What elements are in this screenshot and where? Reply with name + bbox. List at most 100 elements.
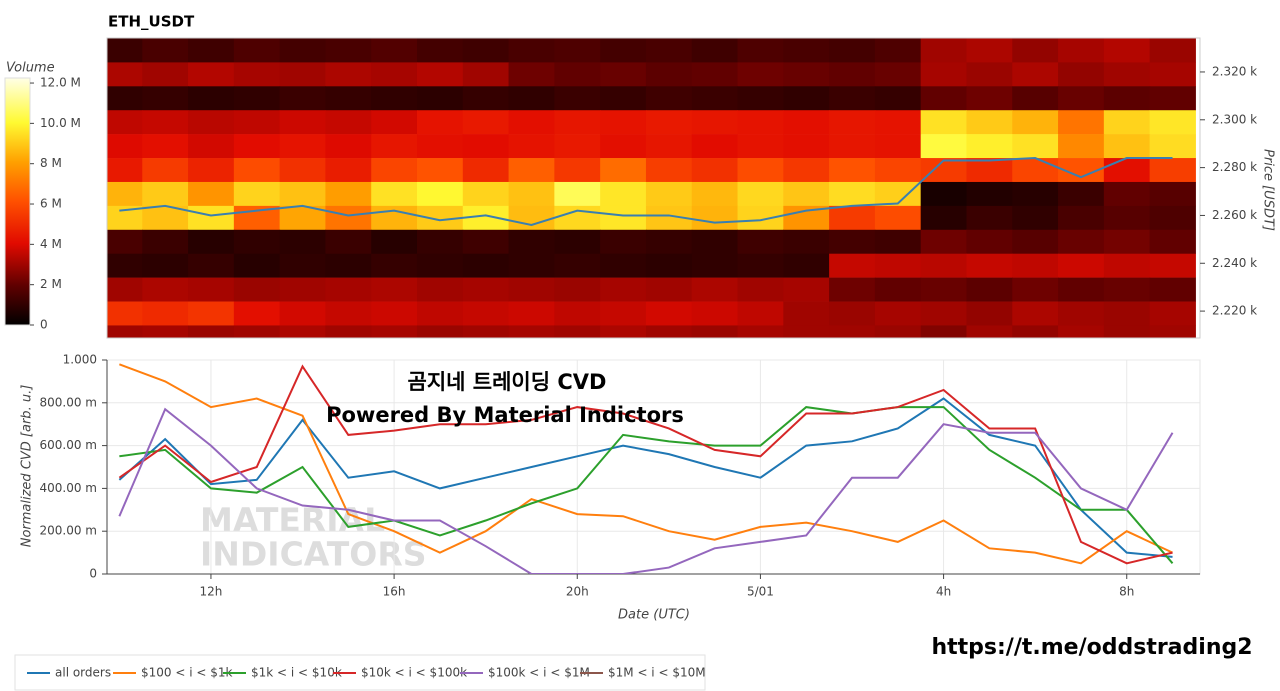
heatmap-cell [1149,38,1196,63]
heatmap-cell [462,134,510,159]
heatmap-cell [691,253,739,278]
heatmap-cell [600,158,647,183]
cvd-line [119,363,1173,565]
heatmap-cell [325,181,372,207]
heatmap-cell [107,62,143,87]
heatmap-cell [966,134,1013,159]
heatmap-cell [279,277,326,302]
heatmap-cell [966,253,1013,278]
x-tick-label: 20h [566,585,589,599]
watermark: INDICATORS [200,535,427,574]
heatmap-cell [508,229,555,255]
heatmap-cell [554,301,601,326]
heatmap-cell [142,86,189,111]
heatmap-cell [783,86,830,111]
heatmap-cell [279,325,326,338]
heatmap-cell [508,86,555,111]
heatmap-cell [107,181,143,207]
heatmap-cell [829,86,876,111]
heatmap-cell [416,277,464,302]
heatmap-cell [188,325,235,338]
heatmap-cell [874,110,922,135]
heatmap-cell [508,110,555,135]
heatmap-cell [737,86,784,111]
heatmap-cell [233,110,281,135]
link-text: https://t.me/oddstrading2 [931,635,1252,660]
heatmap-cell [1058,86,1105,111]
heatmap-cell [416,62,464,87]
heatmap-cell [371,253,418,278]
heatmap-cell [829,229,876,255]
legend-label: all orders [55,666,111,680]
heatmap-cell [1012,62,1059,87]
heatmap-cell [371,158,418,183]
y-tick-label: 2.220 k [1212,304,1257,318]
cvd-line [119,406,1174,564]
chart-title: ETH_USDT [108,13,195,31]
heatmap-cell [416,158,464,183]
heatmap-cell [1103,253,1151,278]
heatmap-cell [1149,158,1196,183]
heatmap-cell [737,229,784,255]
heatmap-cell [737,110,784,135]
heatmap-cell [1058,277,1105,302]
heatmap-cell [691,134,739,159]
heatmap-cell [508,325,555,338]
heatmap-cell [1058,301,1105,326]
heatmap-cell [554,205,601,231]
heatmap-cell [920,205,967,231]
heatmap-cell [737,205,784,231]
heatmap-cell [829,158,876,183]
heatmap-cell [691,38,739,63]
heatmap-cell [737,134,784,159]
heatmap-cell [645,38,693,63]
heatmap-cell [279,38,326,63]
heatmap-cell [829,205,876,231]
heatmap-cell [188,158,235,183]
heatmap-cell [508,253,555,278]
heatmap-cell [645,158,693,183]
heatmap-cell [645,301,693,326]
heatmap-cell [920,134,967,159]
heatmap-cell [874,253,922,278]
heatmap-cell [233,277,281,302]
heatmap-cell [783,301,830,326]
heatmap-cell [462,38,510,63]
price-line [119,157,1173,227]
heatmap-cell [874,301,922,326]
heatmap-cell [1103,277,1151,302]
heatmap-cell [737,158,784,183]
heatmap-cell [371,277,418,302]
heatmap-cell [645,253,693,278]
heatmap-cell [920,110,967,135]
heatmap-cell [645,325,693,338]
heatmap-cell [233,181,281,207]
heatmap-cell [829,38,876,63]
heatmap-cell [371,38,418,63]
heatmap-cell [416,301,464,326]
heatmap-cell [1149,229,1196,255]
heatmap-cell [966,181,1013,207]
heatmap-cell [1058,110,1105,135]
annotation: 곰지네 트레이딩 CVD [408,370,607,394]
heatmap-cell [1103,86,1151,111]
heatmap-cell [1149,62,1196,87]
heatmap-cell [462,181,510,207]
heatmap-cell [416,253,464,278]
heatmap-cell [325,86,372,111]
heatmap-cell [107,158,143,183]
heatmap-cell [737,301,784,326]
heatmap-cell [691,229,739,255]
heatmap-cell [554,253,601,278]
heatmap-cell [188,86,235,111]
heatmap-cell [737,253,784,278]
heatmap-cell [600,62,647,87]
heatmap-cell [737,181,784,207]
x-tick-label: 5/01 [747,585,774,599]
heatmap-cell [645,181,693,207]
heatmap-cell [1103,325,1151,338]
heatmap-cell [325,158,372,183]
heatmap-cell [371,301,418,326]
y-tick-label: 200.00 m [40,524,98,538]
heatmap-cell [966,301,1013,326]
